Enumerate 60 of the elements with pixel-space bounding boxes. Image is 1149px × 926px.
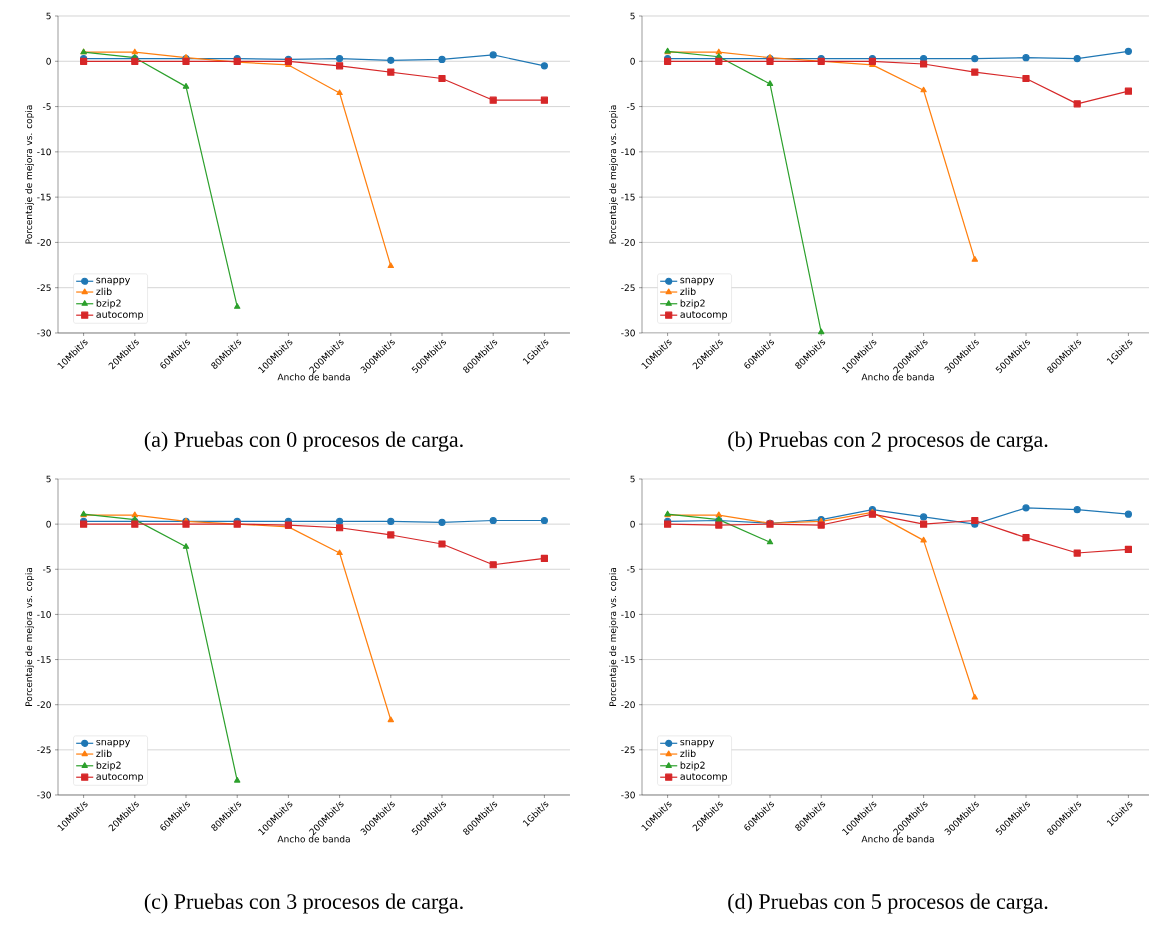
y-tick-label: -30 — [621, 329, 635, 337]
text: (a) Pruebas con 0 procesos de carga. — [144, 431, 463, 452]
legend-label: zlib — [96, 287, 112, 296]
text: (b) Pruebas con 2 procesos de carga. — [728, 431, 1048, 452]
y-tick-label: -30 — [37, 329, 51, 337]
y-tick-label: -30 — [37, 791, 51, 799]
y-tick-label: -15 — [621, 193, 635, 201]
y-tick-label: -20 — [621, 239, 635, 246]
y-tick-label: -10 — [621, 611, 635, 618]
y-tick-label: -25 — [621, 746, 635, 754]
y-tick-label: 5 — [630, 475, 635, 483]
text: (c) Pruebas con 3 procesos de carga. — [144, 893, 463, 914]
y-tick-label: 5 — [46, 12, 51, 20]
y-tick-label: -10 — [37, 148, 51, 156]
y-tick-label: 0 — [46, 520, 51, 528]
y-tick-label: 0 — [46, 57, 51, 65]
legend-label: snappy — [680, 739, 715, 748]
x-axis-title: Ancho de banda — [861, 835, 934, 843]
y-tick-label: 5 — [46, 475, 51, 483]
y-axis-title: Porcentaje de mejora vs. copia — [609, 105, 618, 244]
legend-label: bzip2 — [96, 299, 121, 309]
y-tick-label: -5 — [42, 103, 51, 110]
y-axis-title: Porcentaje de mejora vs. copia — [609, 567, 618, 706]
text: (d) Pruebas con 5 procesos de carga. — [728, 893, 1048, 914]
y-tick-label: -10 — [621, 148, 635, 156]
y-tick-label: 5 — [630, 12, 635, 20]
legend-label: autocomp — [680, 311, 728, 320]
y-tick-label: -15 — [37, 193, 51, 201]
legend-label: bzip2 — [96, 761, 121, 771]
legend-label: zlib — [96, 749, 112, 758]
legend-label: snappy — [96, 277, 131, 286]
legend-label: snappy — [680, 277, 715, 286]
y-axis-title: Porcentaje de mejora vs. copia — [25, 567, 34, 706]
legend-label: bzip2 — [680, 761, 705, 771]
x-axis-title: Ancho de banda — [277, 835, 350, 843]
y-tick-label: -15 — [37, 656, 51, 663]
y-tick-label: -25 — [37, 284, 51, 292]
legend-label: zlib — [680, 749, 696, 758]
legend-label: bzip2 — [680, 299, 705, 309]
y-tick-label: -20 — [621, 701, 635, 709]
y-tick-label: -20 — [37, 239, 51, 246]
y-tick-label: -5 — [626, 565, 635, 573]
legend-label: autocomp — [680, 773, 728, 782]
x-axis-title: Ancho de banda — [861, 373, 934, 381]
y-tick-label: -20 — [37, 701, 51, 709]
y-tick-label: -15 — [621, 656, 635, 663]
legend-label: autocomp — [96, 311, 144, 320]
y-tick-label: -5 — [626, 103, 635, 110]
y-tick-label: -10 — [37, 611, 51, 618]
y-tick-label: -25 — [621, 284, 635, 292]
legend-label: snappy — [96, 739, 131, 748]
y-tick-label: -5 — [42, 565, 51, 573]
y-tick-label: -25 — [37, 746, 51, 754]
y-tick-label: 0 — [630, 57, 635, 65]
legend-label: zlib — [680, 287, 696, 296]
y-tick-label: -30 — [621, 791, 635, 799]
x-axis-title: Ancho de banda — [277, 373, 350, 381]
y-axis-title: Porcentaje de mejora vs. copia — [25, 105, 34, 244]
legend-label: autocomp — [96, 773, 144, 782]
y-tick-label: 0 — [630, 520, 635, 528]
